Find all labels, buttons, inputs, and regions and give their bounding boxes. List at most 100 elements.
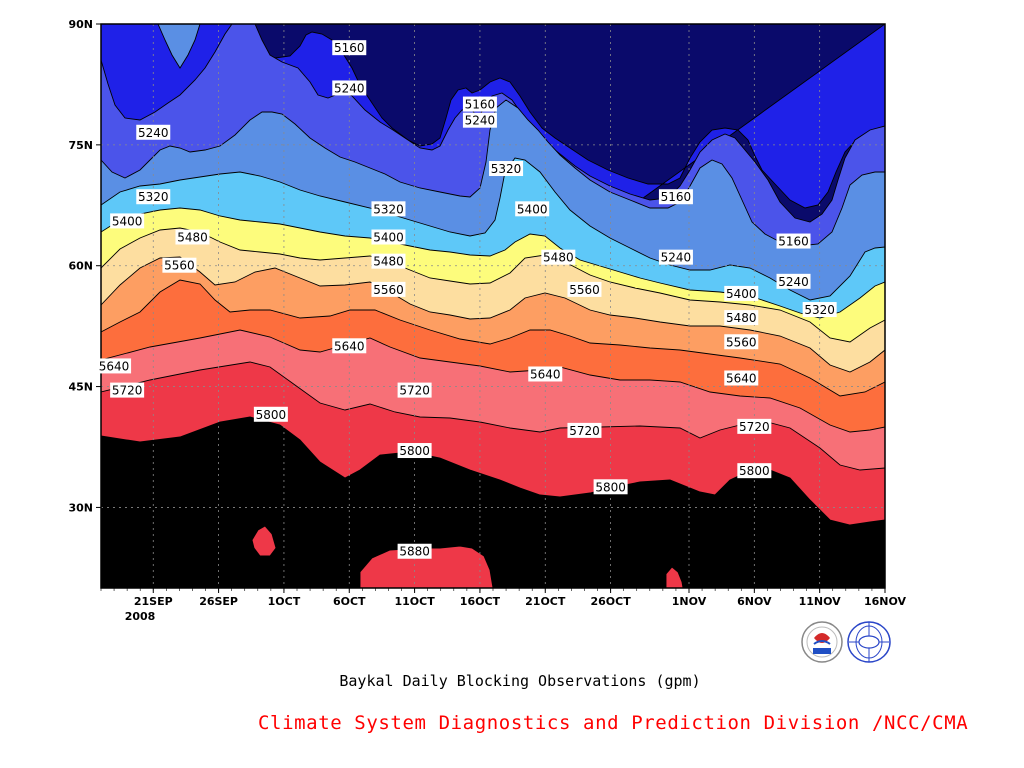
contour-label-box [462, 112, 497, 128]
contour-label: 5560 [162, 257, 197, 273]
contour-label: 5720 [110, 382, 145, 398]
contour-label: 5400 [110, 213, 145, 229]
contour-label-text: 5560 [569, 283, 600, 297]
contour-label-box [776, 273, 811, 289]
contour-label: 5720 [567, 422, 602, 438]
y-tick-label: 45N [68, 381, 93, 394]
contour-label-box [110, 382, 145, 398]
year-label: 2008 [125, 610, 156, 623]
contour-label: 5560 [371, 281, 406, 297]
contour-band [665, 566, 684, 588]
contour-label-text: 5400 [112, 214, 143, 228]
contour-label-text: 5240 [334, 81, 365, 95]
bcc-logo [800, 620, 844, 664]
contour-label: 5320 [136, 189, 171, 205]
contour-label-box [658, 249, 693, 265]
x-tick-label: 1OCT [268, 595, 301, 608]
contour-label-box [515, 201, 550, 217]
contour-label-box [724, 334, 759, 350]
contour-label-text: 5320 [804, 303, 835, 317]
contour-label-box [175, 229, 210, 245]
contour-label: 5160 [658, 189, 693, 205]
contour-label-box [776, 233, 811, 249]
contour-label: 5160 [462, 96, 497, 112]
contour-label-text: 5400 [726, 287, 757, 301]
contour-label: 5400 [724, 285, 759, 301]
contour-label-text: 5160 [778, 235, 809, 249]
contour-label-box [541, 249, 576, 265]
contour-label-text: 5400 [517, 202, 548, 216]
contour-label-box [110, 213, 145, 229]
contour-label: 5480 [371, 253, 406, 269]
contour-label-box [332, 338, 367, 354]
contour-label-text: 5480 [373, 255, 404, 269]
contour-label-text: 5320 [138, 190, 169, 204]
contour-band [359, 545, 494, 588]
contour-label-text: 5240 [138, 126, 169, 140]
contour-label-box [567, 422, 602, 438]
contour-label: 5800 [593, 479, 628, 495]
contour-label-text: 5720 [399, 384, 430, 398]
contour-label-text: 5240 [661, 251, 692, 265]
contour-label-text: 5400 [373, 231, 404, 245]
contour-label-box [162, 257, 197, 273]
contour-label: 5240 [658, 249, 693, 265]
y-tick-label: 75N [68, 139, 93, 152]
contour-label-text: 5480 [543, 251, 574, 265]
contour-label-text: 5720 [112, 384, 143, 398]
x-tick-label: 26OCT [590, 595, 631, 608]
contour-label: 5800 [397, 443, 432, 459]
x-tick-label: 1NOV [672, 595, 707, 608]
contour-band [251, 525, 277, 557]
contour-label-box [528, 366, 563, 382]
contour-label: 5560 [567, 281, 602, 297]
x-tick-label: 6OCT [333, 595, 366, 608]
y-tick-label: 60N [68, 260, 93, 273]
contour-label-box [371, 229, 406, 245]
contour-label: 5640 [528, 366, 563, 382]
contour-label-box [136, 124, 171, 140]
x-tick-label: 21SEP [134, 595, 173, 608]
contour-label-text: 5640 [726, 372, 757, 386]
contour-label-text: 5560 [726, 335, 757, 349]
contour-label-box [397, 382, 432, 398]
contour-label: 5640 [332, 338, 367, 354]
x-tick-label: 26SEP [199, 595, 238, 608]
credit-line: Climate System Diagnostics and Predictio… [258, 712, 969, 734]
x-axis: 21SEP 26SEP 1OCT 6OCT 11OCT 16OCT 21OCT 26OCT 1N… [100, 588, 907, 608]
contour-label-box [97, 358, 132, 374]
contour-label-text: 5800 [595, 480, 626, 494]
contour-label-box [371, 281, 406, 297]
contour-label-box [371, 201, 406, 217]
contour-label: 5320 [371, 201, 406, 217]
contour-label-text: 5800 [739, 464, 770, 478]
contour-label: 5800 [737, 463, 772, 479]
contour-label-box [332, 80, 367, 96]
y-tick-label: 90N [68, 18, 93, 31]
contour-label: 5880 [397, 543, 432, 559]
contour-label: 5480 [541, 249, 576, 265]
ncc-logo [846, 620, 891, 664]
x-tick-label: 16OCT [460, 595, 501, 608]
contour-fill-layer [101, 24, 885, 588]
contour-label-text: 5640 [334, 339, 365, 353]
contour-band [101, 416, 885, 588]
contour-label-box [724, 285, 759, 301]
contour-label-text: 5480 [726, 311, 757, 325]
contour-label: 5640 [724, 370, 759, 386]
contour-label-box [724, 370, 759, 386]
contour-label-box [371, 253, 406, 269]
contour-label-text: 5160 [661, 190, 692, 204]
contour-label-text: 5560 [164, 259, 195, 273]
y-tick-label: 30N [68, 501, 93, 514]
contour-label-text: 5160 [465, 98, 496, 112]
contour-label-text: 5640 [99, 359, 130, 373]
contour-band [157, 24, 201, 69]
contour-label-box [802, 302, 837, 318]
contour-label-text: 5320 [373, 202, 404, 216]
contour-label-text: 5160 [334, 41, 365, 55]
contour-label-box [489, 161, 524, 177]
contour-label-text: 5480 [177, 231, 208, 245]
contour-label-box [737, 463, 772, 479]
